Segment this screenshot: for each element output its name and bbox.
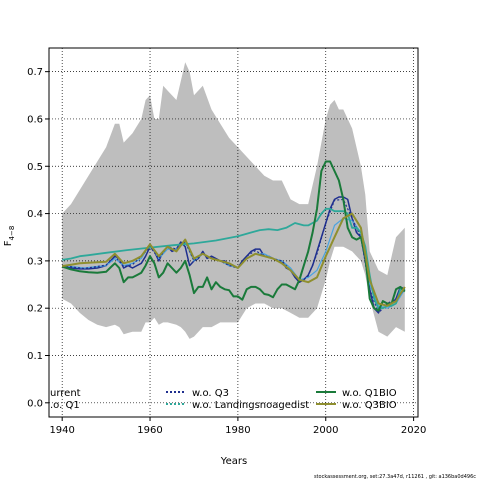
y-tick-label: 0.1 bbox=[27, 351, 43, 362]
x-axis-title: Years bbox=[220, 456, 247, 467]
y-axis-title-subscript: 4−8 bbox=[8, 226, 16, 241]
y-tick-label: 0.3 bbox=[27, 256, 43, 267]
x-tick-label: 1940 bbox=[49, 425, 74, 436]
y-tick-label: 0.6 bbox=[27, 114, 43, 125]
legend-label: w.o. Q3 bbox=[192, 388, 229, 399]
legend-label: w.o. Q3BIO bbox=[342, 400, 397, 411]
x-tick-label: 2020 bbox=[401, 425, 426, 436]
series-line bbox=[62, 212, 406, 307]
y-tick-label: 0.0 bbox=[27, 398, 43, 409]
y-axis: 0.0 0.1 0.2 0.3 0.4 0.5 0.6 0.7 bbox=[27, 67, 49, 409]
y-tick-label: 0.2 bbox=[27, 304, 43, 315]
series-line bbox=[61, 160, 406, 312]
footnote: stockassessment.org, set:27.3a47d, r1126… bbox=[314, 474, 476, 480]
y-tick-label: 0.4 bbox=[27, 209, 43, 220]
x-axis: 1940 1960 1980 2000 2020 bbox=[49, 417, 426, 436]
legend-label: w.o. Landingsnoagedist bbox=[192, 400, 309, 411]
series-layer bbox=[61, 160, 406, 314]
legend-label: w.o. Q1BIO bbox=[342, 388, 397, 399]
series-line bbox=[62, 207, 405, 310]
y-tick-label: 0.5 bbox=[27, 162, 43, 173]
legend-label: urrent bbox=[50, 388, 81, 399]
legend: urrent.o. Q1 w.o. Q3w.o. Landingsnoagedis… bbox=[50, 388, 397, 411]
y-axis-title: F4−8 bbox=[3, 226, 16, 247]
legend-label: .o. Q1 bbox=[50, 400, 80, 411]
x-tick-label: 1980 bbox=[225, 425, 250, 436]
x-tick-label: 2000 bbox=[313, 425, 338, 436]
x-tick-label: 1960 bbox=[137, 425, 162, 436]
plot-frame bbox=[48, 47, 419, 418]
y-axis-title-main: F bbox=[3, 240, 14, 246]
y-tick-label: 0.7 bbox=[27, 67, 43, 78]
